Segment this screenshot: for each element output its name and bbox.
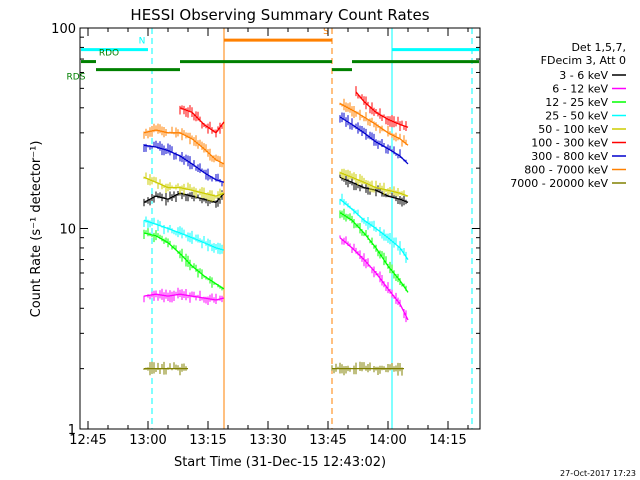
legend-label-3: 25 - 50 keV <box>545 110 608 123</box>
series-7 <box>143 98 409 168</box>
x-tick-label-5: 14:00 <box>369 433 406 448</box>
series-8 <box>143 361 404 376</box>
legend-label-8: 7000 - 20000 keV <box>510 177 608 190</box>
legend-label-4: 50 - 100 keV <box>538 123 608 136</box>
series-5 <box>179 86 409 138</box>
y-axis-label: Count Rate (s⁻¹ detector⁻¹) <box>29 141 44 318</box>
legend-label-7: 800 - 7000 keV <box>524 164 608 177</box>
x-tick-label-6: 14:15 <box>429 433 466 448</box>
legend-label-6: 300 - 800 keV <box>531 150 608 163</box>
series-6 <box>143 112 409 187</box>
y-tick-label-2: 100 <box>51 22 76 37</box>
legend-label-2: 12 - 25 keV <box>545 96 608 109</box>
x-tick-label-1: 13:00 <box>129 433 166 448</box>
legend-label-0: 3 - 6 keV <box>559 69 608 82</box>
x-tick-label-3: 13:30 <box>249 433 286 448</box>
series-3 <box>143 193 409 263</box>
footer-timestamp: 27-Oct-2017 17:23 <box>560 469 636 478</box>
legend-header-1: Det 1,5,7, <box>571 41 626 54</box>
legend-label-5: 100 - 300 keV <box>531 137 608 150</box>
marks-layer: N S RDO RDS <box>67 27 479 429</box>
series-1 <box>143 235 409 323</box>
annotation-label-rdo: RDO <box>99 49 119 59</box>
legend-header-2: FDecim 3, Att 0 <box>541 54 626 67</box>
ticks-layer: 12:45 13:00 13:15 13:30 13:45 14:00 14:15 1 10 10… <box>51 22 480 448</box>
series-4 <box>143 168 409 202</box>
annotation-label-s: S <box>323 27 329 37</box>
x-tick-label-2: 13:15 <box>189 433 226 448</box>
annotation-label-rds: RDS <box>67 73 86 83</box>
x-tick-label-4: 13:45 <box>309 433 346 448</box>
chart-title: HESSI Observing Summary Count Rates <box>130 6 429 24</box>
x-tick-label-0: 12:45 <box>69 433 106 448</box>
series-2 <box>143 208 409 293</box>
y-tick-label-0: 1 <box>68 423 76 438</box>
legend-label-1: 6 - 12 keV <box>552 83 608 96</box>
x-axis-label: Start Time (31-Dec-15 12:43:02) <box>174 455 386 470</box>
annotation-label-n: N <box>139 37 146 47</box>
y-tick-label-1: 10 <box>59 223 76 238</box>
